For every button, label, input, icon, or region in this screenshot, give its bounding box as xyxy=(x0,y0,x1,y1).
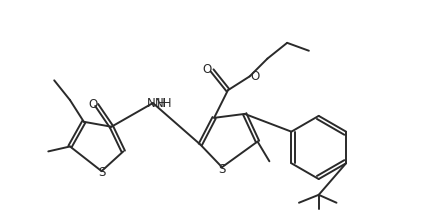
Text: O: O xyxy=(202,63,212,76)
Text: NH: NH xyxy=(155,96,172,109)
Text: O: O xyxy=(250,70,259,83)
Text: O: O xyxy=(88,98,97,111)
Text: H: H xyxy=(156,96,165,109)
Text: S: S xyxy=(98,166,105,179)
Text: S: S xyxy=(218,163,226,176)
Text: N: N xyxy=(147,96,155,109)
